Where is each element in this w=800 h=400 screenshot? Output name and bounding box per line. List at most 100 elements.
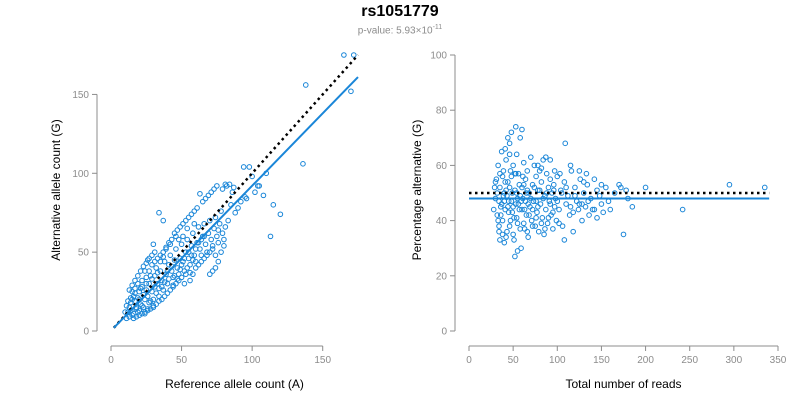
- data-point: [491, 184, 498, 191]
- data-point: [492, 179, 499, 185]
- x-axis-label: Total number of reads: [565, 377, 681, 391]
- data-point: [149, 261, 155, 268]
- data-point: [642, 184, 649, 191]
- data-point: [225, 217, 231, 224]
- data-point: [211, 186, 217, 192]
- data-point: [209, 268, 216, 274]
- data-point: [122, 309, 128, 315]
- data-point: [505, 204, 511, 210]
- x-tick-label: 300: [726, 355, 743, 366]
- data-point: [146, 255, 152, 262]
- data-point: [534, 209, 540, 216]
- data-point: [616, 181, 622, 188]
- data-point: [188, 211, 195, 218]
- data-point: [510, 162, 516, 169]
- data-point: [199, 198, 206, 205]
- data-point: [242, 194, 248, 200]
- data-point: [679, 206, 686, 213]
- data-point: [139, 302, 145, 309]
- data-point: [154, 269, 161, 276]
- data-point: [502, 146, 508, 152]
- data-point: [583, 170, 590, 177]
- data-point: [573, 198, 580, 205]
- data-point: [576, 201, 583, 207]
- data-point: [525, 234, 531, 240]
- data-point: [544, 220, 551, 227]
- data-point: [538, 165, 545, 171]
- data-point: [572, 184, 578, 191]
- data-point: [150, 241, 157, 248]
- data-point: [517, 226, 524, 232]
- data-point: [191, 220, 198, 227]
- data-point: [168, 236, 175, 243]
- data-point: [506, 184, 513, 191]
- data-point: [214, 233, 220, 240]
- data-point: [153, 301, 159, 307]
- data-point: [556, 206, 562, 213]
- data-point: [538, 179, 545, 185]
- data-point: [214, 183, 220, 189]
- data-point: [180, 220, 186, 227]
- data-point: [215, 239, 222, 246]
- y-tick-label: 50: [78, 248, 90, 259]
- data-point: [575, 206, 582, 213]
- data-point: [144, 257, 151, 263]
- data-point: [505, 135, 511, 141]
- data-point: [163, 271, 169, 278]
- data-point: [519, 126, 525, 133]
- y-tick-label: 20: [436, 271, 448, 282]
- data-point: [490, 206, 497, 213]
- data-point: [173, 233, 179, 240]
- data-point: [209, 246, 216, 252]
- data-point: [157, 258, 164, 265]
- data-point: [510, 231, 516, 238]
- data-point: [190, 230, 196, 237]
- data-point: [192, 265, 199, 271]
- data-point: [146, 268, 152, 274]
- data-point: [511, 237, 517, 243]
- data-point: [585, 198, 591, 205]
- data-point: [212, 252, 219, 259]
- data-point: [126, 304, 133, 311]
- data-point: [161, 279, 168, 285]
- data-point: [143, 274, 150, 281]
- data-point: [252, 189, 258, 196]
- data-point: [188, 252, 195, 259]
- data-point: [160, 249, 167, 255]
- data-point: [135, 273, 141, 279]
- data-point: [254, 183, 261, 189]
- y-tick-label: 150: [72, 90, 89, 101]
- data-point: [547, 201, 554, 207]
- data-point: [529, 223, 536, 229]
- data-point: [249, 173, 255, 180]
- data-point: [528, 154, 534, 160]
- y-tick-label: 0: [83, 327, 89, 338]
- data-point: [201, 255, 207, 262]
- data-point: [513, 215, 520, 221]
- data-point: [235, 205, 241, 211]
- reference-line: [112, 54, 359, 329]
- y-tick-label: 40: [436, 216, 448, 227]
- data-point: [143, 260, 150, 266]
- data-point: [230, 184, 237, 191]
- data-point: [156, 209, 162, 216]
- data-point: [520, 159, 527, 166]
- data-point: [531, 184, 538, 191]
- data-point: [163, 244, 169, 251]
- data-point: [550, 209, 556, 216]
- data-point: [761, 184, 768, 191]
- data-point: [137, 268, 144, 274]
- data-point: [493, 176, 500, 182]
- data-point: [157, 252, 164, 259]
- y-axis-label: Alternative allele count (G): [49, 119, 63, 260]
- data-point: [529, 181, 536, 188]
- data-point: [207, 271, 213, 278]
- data-point: [133, 314, 140, 320]
- data-point: [550, 181, 557, 188]
- data-point: [149, 252, 155, 259]
- data-point: [209, 243, 216, 249]
- data-point: [726, 181, 733, 188]
- data-point: [584, 181, 591, 188]
- data-point: [568, 168, 575, 174]
- data-point: [184, 225, 191, 232]
